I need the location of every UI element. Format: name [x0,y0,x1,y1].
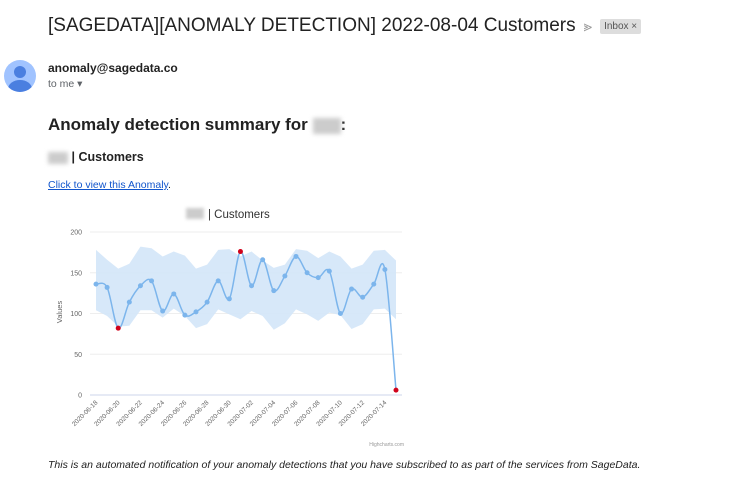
y-tick-label: 0 [78,393,82,400]
y-tick-label: 100 [70,311,82,318]
redacted-title [186,208,204,219]
data-point [304,270,310,276]
data-point [171,291,177,297]
metric-heading: | Customers [48,150,144,164]
footer-note: This is an automated notification of you… [48,459,641,471]
anomaly-chart: | Customers Values 0501001502002020-06-1… [55,208,404,448]
data-point [349,286,355,292]
anomaly-point [237,249,243,255]
view-anomaly-link[interactable]: Click to view this Anomaly [48,179,169,191]
data-point [337,311,343,316]
confidence-band [96,246,396,330]
data-point [326,268,332,274]
redacted-text [312,117,341,134]
email-subject: [SAGEDATA][ANOMALY DETECTION] 2022-08-04… [48,15,576,36]
importance-marker-icon[interactable]: ⪢ [583,17,593,35]
anomaly-point [393,387,399,393]
data-point [193,309,199,315]
link-period: . [168,179,171,191]
subject-row: [SAGEDATA][ANOMALY DETECTION] 2022-08-04… [48,15,642,37]
data-point [126,299,132,305]
recipient-dropdown[interactable]: to me ▾ [48,78,83,90]
y-tick-label: 200 [70,230,82,237]
summary-heading: Anomaly detection summary for : [48,115,347,134]
inbox-label-badge[interactable]: Inbox × [600,18,642,34]
data-point [93,281,99,287]
data-point [204,299,210,305]
data-point [104,284,110,290]
link-row: Click to view this Anomaly. [48,179,171,191]
data-point [182,312,188,318]
data-point [271,288,277,294]
data-point [360,294,366,300]
sender-address: anomaly@sagedata.co [48,61,178,75]
data-point [382,266,388,272]
data-point [215,278,221,284]
data-point [137,283,143,289]
data-point [149,278,155,284]
data-point [282,273,288,279]
data-point [371,281,377,287]
y-tick-label: 150 [70,270,82,277]
data-point [315,275,321,281]
data-point [260,257,266,263]
avatar [4,60,36,92]
chart-credit[interactable]: Highcharts.com [369,442,404,448]
data-point [226,296,232,302]
data-point [160,308,166,314]
redacted-text [48,151,68,164]
y-tick-label: 50 [74,352,82,359]
y-axis-label: Values [55,301,64,324]
anomaly-point [115,325,121,331]
chart-title: | Customers [208,209,270,221]
data-point [249,283,255,289]
data-point [293,253,299,259]
